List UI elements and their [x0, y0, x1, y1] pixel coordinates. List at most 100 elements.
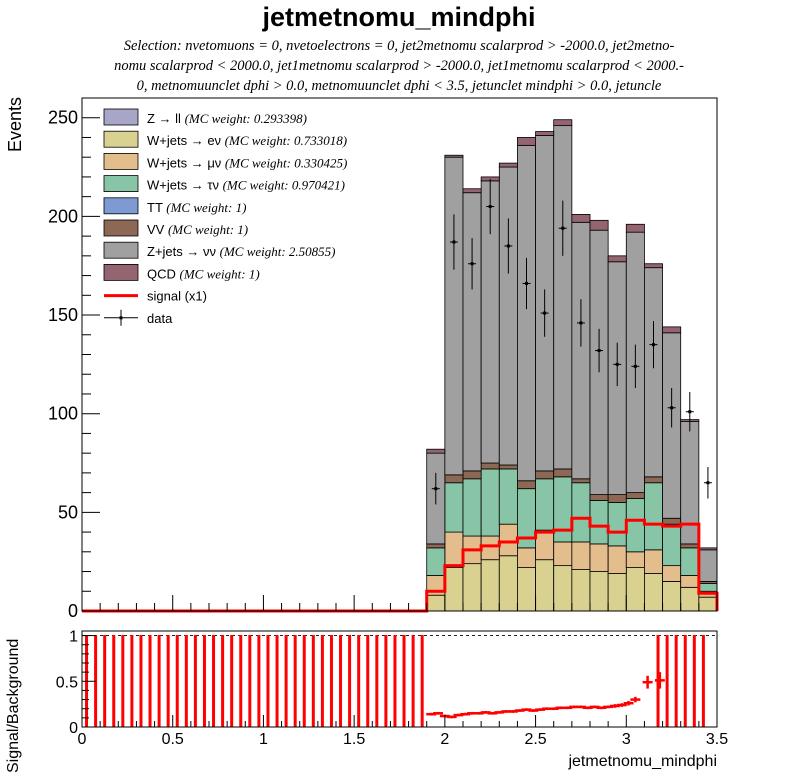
bar-3-2	[462, 478, 482, 537]
data-point-3	[486, 178, 495, 235]
legend-label: W+jets → eν (MC weight: 0.733018)	[147, 133, 347, 148]
main-axes: 0 50 100 150 200 250	[48, 97, 718, 621]
data-point-13	[667, 388, 676, 428]
ratio-point-28	[616, 703, 627, 707]
bar-1-9	[589, 571, 609, 612]
data-marker	[706, 481, 710, 485]
legend-swatch	[103, 108, 139, 126]
data-points	[431, 178, 712, 505]
legend-entry-signal: signal (x1)	[104, 289, 207, 304]
bar-2-13	[662, 565, 682, 582]
bar-5-10	[607, 494, 627, 503]
bar-1-4	[498, 555, 518, 612]
x-tick-label-7: 3.5	[706, 731, 728, 748]
bar-1-5	[517, 567, 536, 612]
ratio-y-tick-label-1: 0.5	[56, 674, 78, 691]
data-point-15	[703, 466, 712, 499]
bar-2-3	[480, 535, 500, 561]
data-point-4	[504, 218, 513, 274]
legend-label: QCD (MC weight: 1)	[147, 266, 260, 281]
bar-7-7	[553, 119, 573, 127]
bar-2-4	[498, 523, 518, 557]
data-marker	[434, 487, 438, 491]
bar-5-12	[644, 476, 663, 484]
data-point-12	[649, 320, 658, 369]
bar-5-4	[498, 464, 518, 470]
data-marker	[470, 262, 474, 266]
bar-2-14	[680, 575, 700, 588]
bar-5-3	[480, 462, 500, 470]
bar-6-1	[444, 156, 464, 476]
x-axis-label: jetmetnomu_mindphi	[567, 753, 717, 770]
ratio-y-axis-label: Signal/Background	[5, 639, 22, 773]
legend-swatch	[103, 241, 139, 259]
bar-5-0	[426, 543, 446, 549]
bar-3-9	[589, 500, 609, 545]
bar-1-11	[625, 567, 645, 612]
bar-3-7	[553, 476, 573, 543]
bar-2-10	[607, 545, 627, 574]
bar-6-12	[644, 267, 663, 478]
data-marker	[579, 321, 583, 325]
bar-3-12	[644, 482, 663, 551]
ratio-point-32	[654, 672, 665, 689]
legend-entry-3: W+jets → τν (MC weight: 0.970421)	[103, 175, 345, 193]
y-tick-label-4: 200	[48, 206, 78, 226]
ratio-points	[85, 635, 705, 727]
bar-7-4	[498, 162, 518, 168]
bar-1-10	[607, 573, 627, 612]
legend-swatch	[103, 219, 139, 237]
data-point-1	[449, 214, 458, 270]
bar-6-5	[517, 144, 536, 482]
legend-label: VV (MC weight: 1)	[147, 222, 248, 237]
selection-line-2: nomu scalarprod < 2000.0, jet1metnomu sc…	[114, 58, 684, 74]
legend-weight: (MC weight: 0.733018)	[225, 133, 347, 148]
bar-2-11	[625, 551, 645, 568]
ratio-point-3	[446, 715, 457, 719]
ratio-y-tick-label-0: 0	[69, 720, 78, 737]
bar-1-0	[426, 594, 446, 612]
legend-entry-4: TT (MC weight: 1)	[103, 197, 246, 215]
data-point-10	[613, 342, 622, 387]
data-marker	[543, 311, 547, 315]
data-point-7	[558, 200, 567, 256]
bar-1-14	[680, 586, 700, 612]
bar-3-15	[698, 582, 718, 592]
bar-2-1	[444, 531, 464, 568]
bar-2-9	[589, 543, 609, 572]
bar-5-13	[662, 517, 682, 525]
bar-2-5	[517, 547, 536, 568]
y-tick-label-2: 100	[48, 404, 78, 424]
ratio-point-30	[630, 696, 641, 703]
bar-7-2	[462, 188, 482, 194]
ratio-point-31	[642, 675, 653, 689]
selection-line-3: 0, metnomuunclet dphi > 0.0, metnomuuncl…	[136, 78, 662, 94]
legend-weight: (MC weight: 1)	[180, 266, 260, 281]
bar-5-2	[462, 470, 482, 480]
data-point-5	[522, 257, 531, 310]
legend-label: W+jets → τν (MC weight: 0.970421)	[147, 178, 345, 193]
bar-5-8	[571, 478, 591, 484]
ratio-plot-frame	[82, 631, 717, 727]
bar-3-4	[498, 468, 518, 525]
data-marker	[525, 281, 528, 285]
bar-7-0	[426, 448, 446, 454]
bar-1-15	[698, 596, 718, 612]
chart-title: jetmetnomu_mindphi	[262, 2, 536, 32]
data-point-6	[540, 289, 549, 337]
data-marker	[688, 410, 692, 414]
y-axis-label: Events	[5, 97, 25, 152]
bar-1-3	[480, 559, 500, 612]
data-marker	[597, 349, 601, 353]
ratio-background	[82, 631, 717, 727]
bar-6-15	[698, 549, 718, 582]
bar-1-2	[462, 563, 482, 612]
bar-5-11	[625, 492, 645, 499]
x-tick-label-4: 2	[440, 731, 449, 748]
legend-signal-label: signal (x1)	[147, 289, 207, 304]
bar-2-7	[553, 541, 573, 567]
bar-3-13	[662, 523, 682, 567]
data-marker	[652, 343, 655, 347]
data-point-11	[631, 344, 640, 389]
legend-weight: (MC weight: 2.50855)	[220, 244, 336, 259]
